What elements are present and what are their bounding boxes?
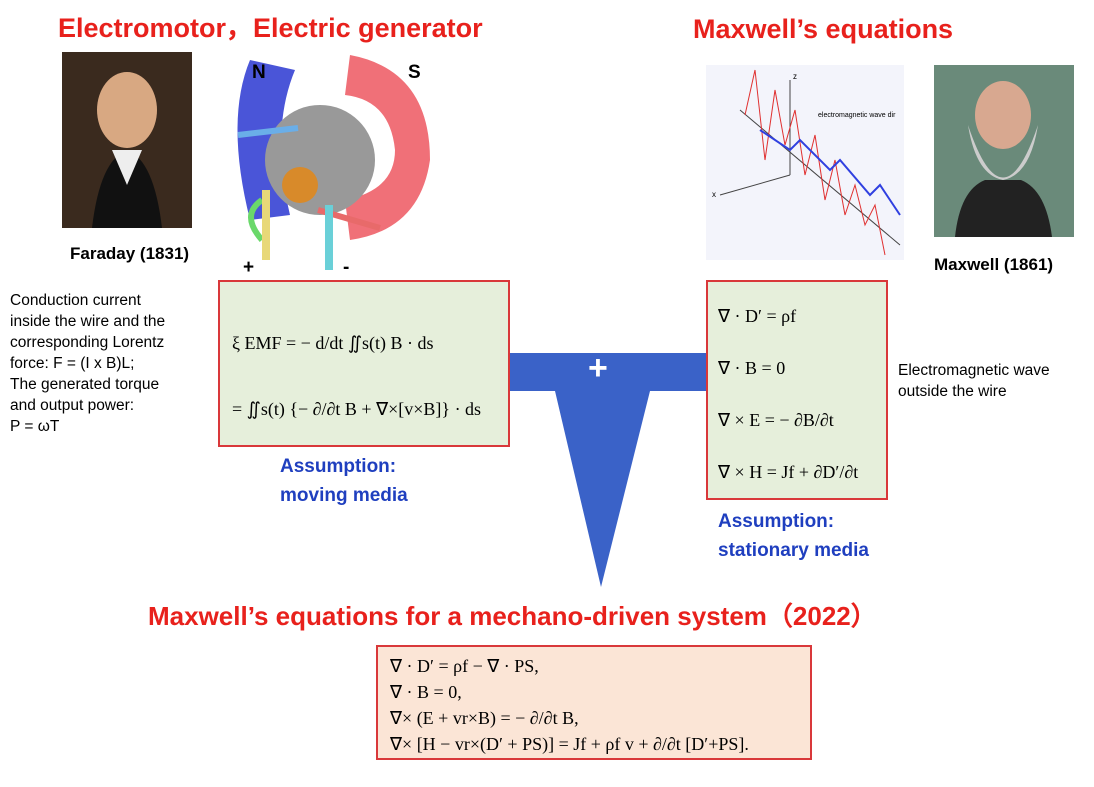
description-line: inside the wire and the bbox=[10, 313, 166, 330]
coat bbox=[92, 150, 162, 228]
label: x bbox=[712, 190, 716, 199]
title: Electromotor，Electric generator bbox=[58, 13, 483, 43]
description: Conduction current inside the wire and th… bbox=[10, 290, 165, 437]
equation: ∇ × H = Jf + ∂D′/∂t bbox=[718, 462, 859, 482]
assumption-line: Assumption: bbox=[280, 456, 397, 477]
plus: + bbox=[588, 349, 608, 387]
equation: = ∬s(t) {− ∂/∂t B + ∇×[v×B]} · ds bbox=[232, 399, 482, 419]
face bbox=[975, 81, 1031, 149]
title: Maxwell’s equations bbox=[693, 14, 954, 44]
assumption: Assumption: stationary media bbox=[718, 507, 869, 565]
beard bbox=[968, 125, 1038, 180]
equation: ∇ · D′ = ρf bbox=[718, 306, 797, 326]
equation: ∇ · B = 0 bbox=[718, 358, 786, 378]
assumption: Assumption: moving media bbox=[280, 452, 408, 510]
b-wave bbox=[759, 129, 901, 216]
connector-arrow bbox=[555, 391, 650, 587]
connector-bar bbox=[510, 353, 706, 391]
equation: ∇ · B = 0, bbox=[390, 682, 462, 702]
rotation-arrow bbox=[248, 197, 265, 242]
collar bbox=[112, 150, 142, 185]
caption: Maxwell (1861) bbox=[934, 255, 1054, 274]
description-line: Electromagnetic wave bbox=[898, 362, 1050, 379]
label: electromagnetic wave dir bbox=[818, 112, 896, 119]
axis bbox=[739, 109, 901, 246]
label: S bbox=[408, 62, 421, 83]
assumption-line: stationary media bbox=[718, 540, 869, 561]
description: Electromagnetic wave outside the wire bbox=[898, 360, 1050, 402]
description-line: outside the wire bbox=[898, 383, 1007, 400]
equation: ∇× (E + vr×B) = − ∂/∂t B, bbox=[390, 708, 579, 728]
equation-box: ∇ · D′ = ρf ∇ · B = 0 ∇ × E = − ∂B/∂t ∇ × H… bbox=[706, 280, 888, 500]
equation: ξ EMF = − d/dt ∬s(t) B · ds bbox=[232, 333, 434, 353]
caption: Faraday (1831) bbox=[70, 244, 190, 263]
equation-box: ξ EMF = − d/dt ∬s(t) B · ds = ∬s(t) {− ∂/… bbox=[218, 280, 510, 447]
description-line: P = ωT bbox=[10, 418, 60, 435]
coat bbox=[955, 180, 1052, 237]
title: Maxwell’s equations for a mechano-driven… bbox=[148, 601, 877, 631]
description-line: and output power: bbox=[10, 397, 135, 414]
description-line: corresponding Lorentz bbox=[10, 334, 165, 351]
lead bbox=[325, 205, 333, 270]
label: N bbox=[252, 62, 266, 83]
equation-box: ∇ · D′ = ρf − ∇ · PS, ∇ · B = 0, ∇× (E + v… bbox=[376, 645, 812, 760]
arrow bbox=[237, 125, 299, 138]
lead bbox=[262, 190, 270, 260]
label: - bbox=[343, 257, 350, 278]
rotor bbox=[265, 105, 375, 215]
equation: ∇ × E = − ∂B/∂t bbox=[718, 410, 834, 430]
description-line: force: F = (I x B)L; bbox=[10, 355, 135, 372]
equation: ∇× [H − vr×(D′ + PS)] = Jf + ρf v + ∂/∂t… bbox=[390, 734, 749, 754]
magnet-s bbox=[345, 55, 430, 240]
assumption-line: Assumption: bbox=[718, 511, 835, 532]
wave-image bbox=[706, 65, 904, 260]
description-line: The generated torque bbox=[10, 376, 160, 393]
axis bbox=[719, 174, 791, 196]
assumption-line: moving media bbox=[280, 485, 408, 506]
commutator bbox=[282, 167, 318, 203]
label: z bbox=[793, 72, 797, 81]
description-line: Conduction current bbox=[10, 292, 141, 309]
equation: ∇ · D′ = ρf − ∇ · PS, bbox=[390, 656, 539, 676]
label: + bbox=[243, 257, 255, 278]
face bbox=[97, 72, 157, 148]
